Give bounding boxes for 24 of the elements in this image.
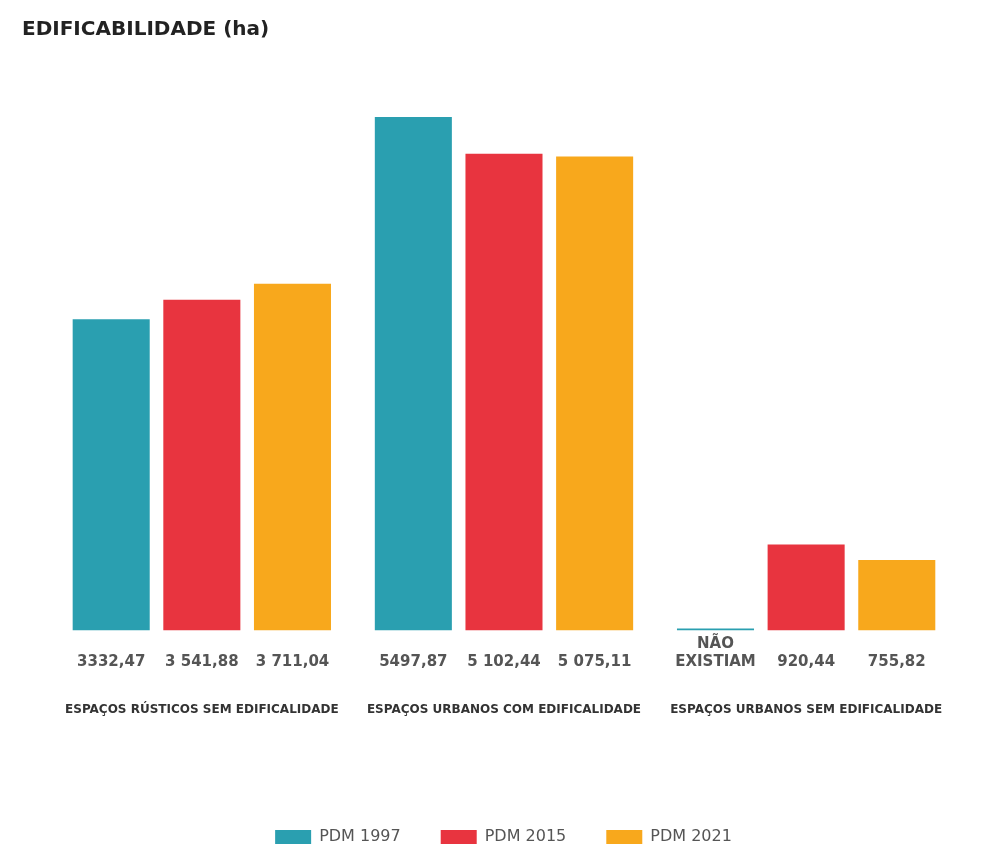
legend-label: PDM 2015 [484,826,567,846]
bar [556,156,634,631]
data-label: 3332,47 [77,651,146,670]
bar [465,153,543,631]
bar [163,299,241,631]
x-tick-label: ESPAÇOS URBANOS COM EDIFICALIDADE [366,701,642,716]
chart-title: EDIFICABILIDADE (ha) [22,16,270,40]
bar [374,116,452,631]
data-label: 920,44 [777,651,836,670]
bar [72,319,150,631]
data-label: 5497,87 [379,651,448,670]
data-label: 5 102,44 [467,651,541,670]
x-tick-label: ESPAÇOS RÚSTICOS SEM EDIFICALIDADE [65,700,339,716]
x-tick-label: ESPAÇOS URBANOS SEM EDIFICALIDADE [670,701,943,716]
bar [767,544,845,631]
legend-label: PDM 2021 [650,826,732,846]
bar [858,559,936,631]
data-label: NÃO EXISTIAM [675,632,756,670]
data-label: 3 541,88 [165,651,239,670]
bar [253,283,332,631]
data-label: 755,82 [867,651,926,670]
data-label: 3 711,04 [255,651,330,670]
legend-label: PDM 1997 [319,826,401,846]
data-label: 5 075,11 [557,651,632,670]
